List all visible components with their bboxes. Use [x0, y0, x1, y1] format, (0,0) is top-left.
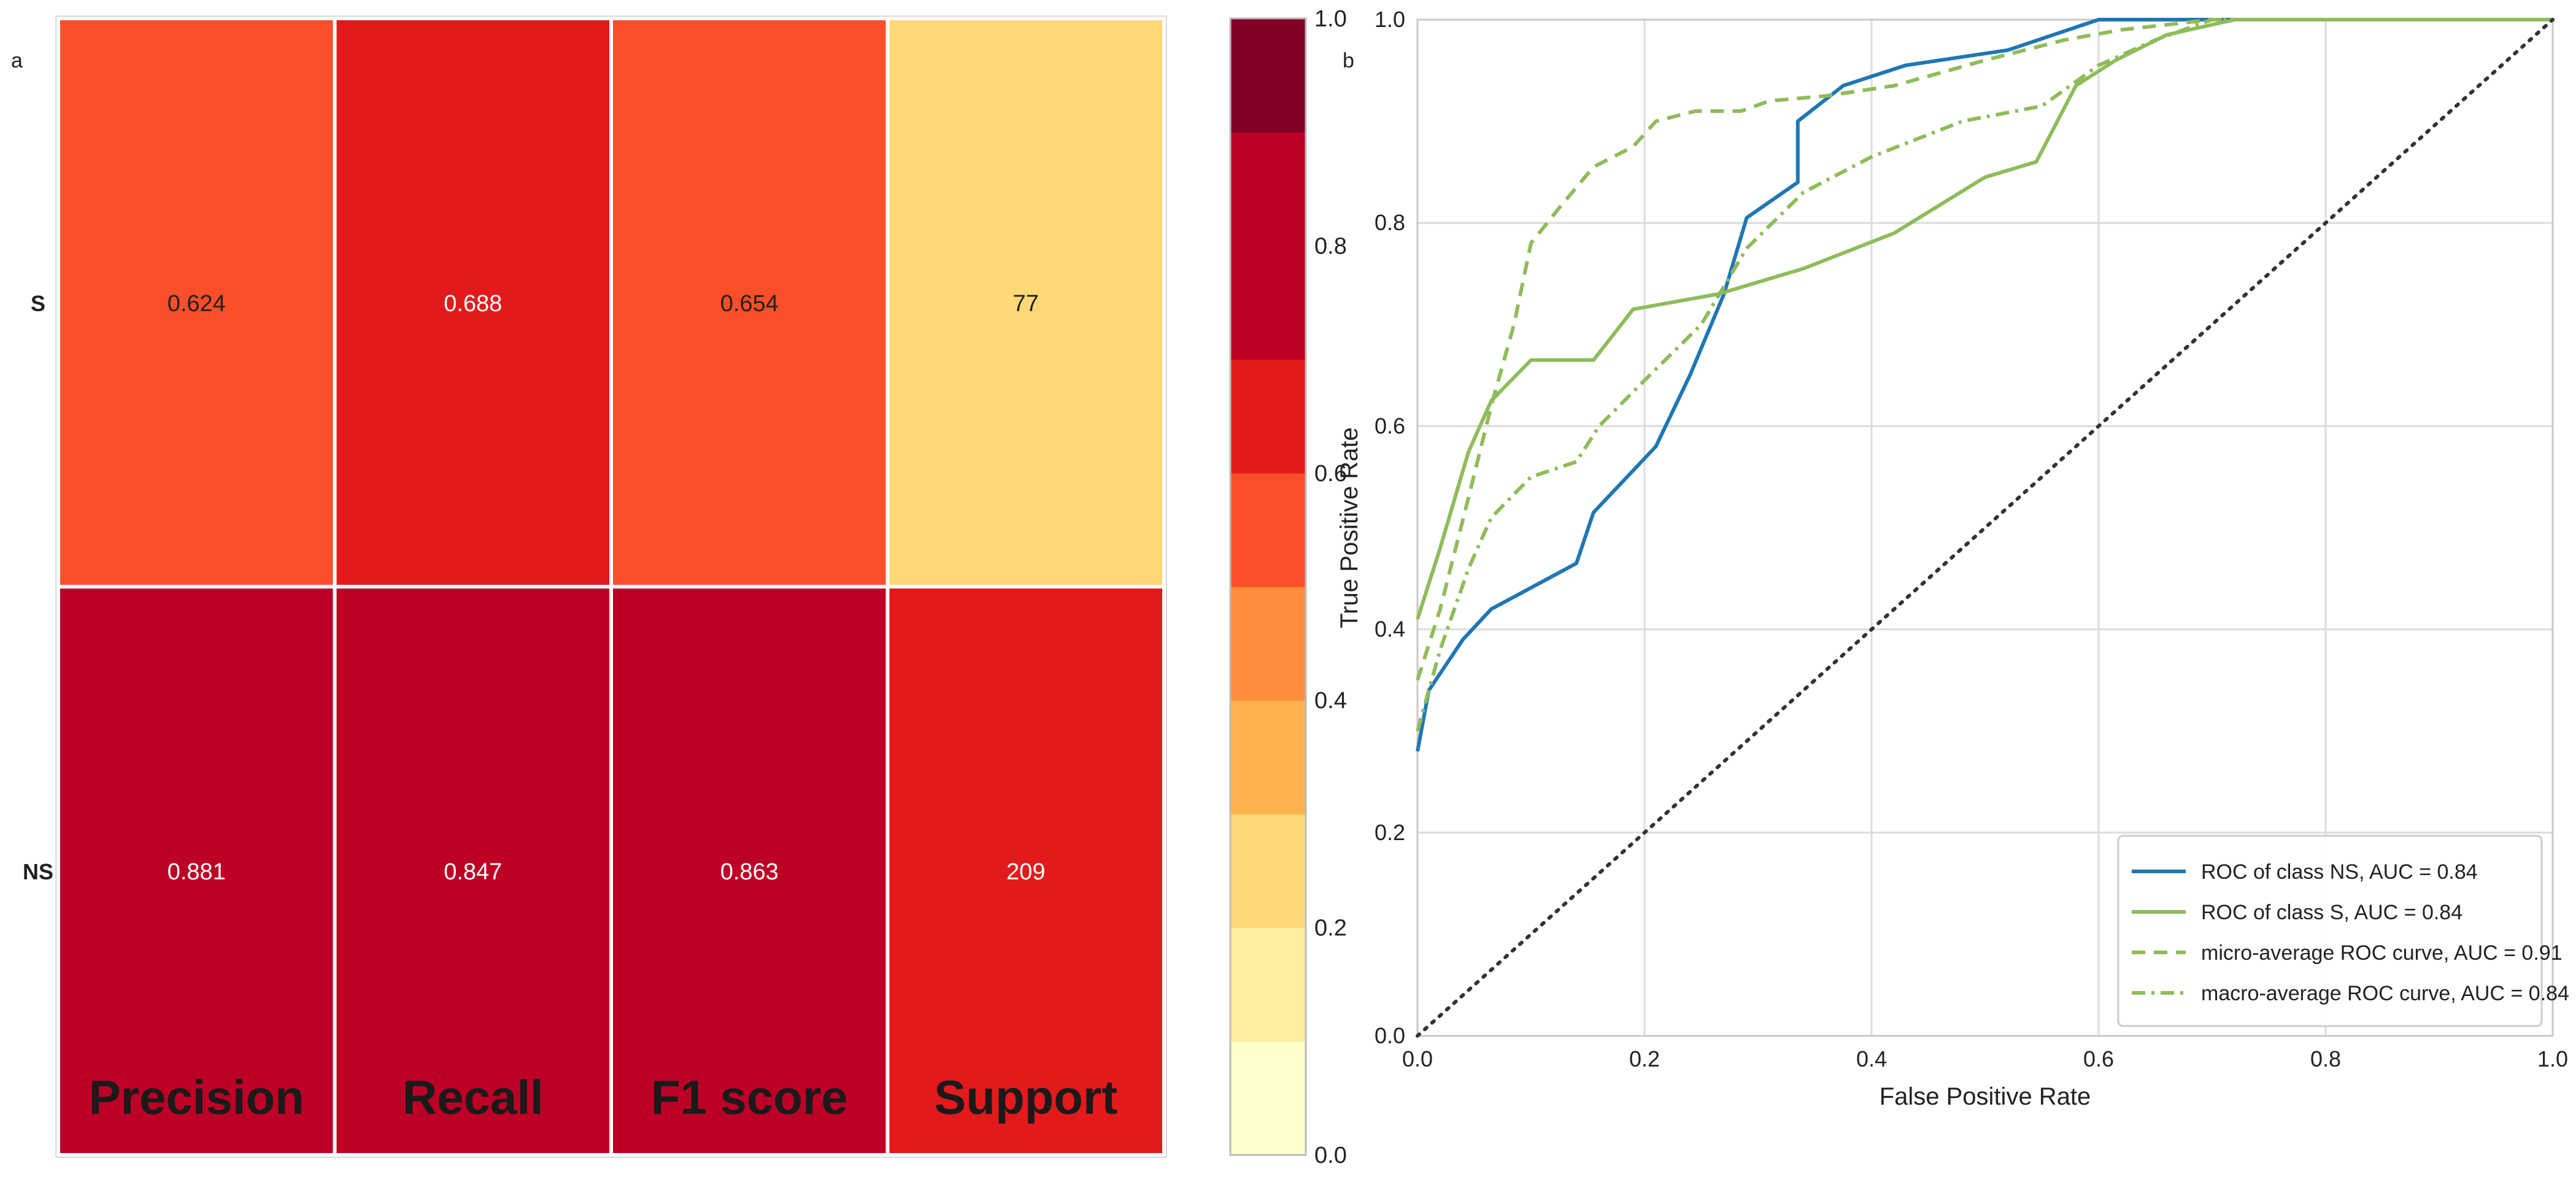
heatmap-cell-ns-f1-score — [609, 585, 890, 1157]
x-tick-label: 0.0 — [1402, 1046, 1433, 1071]
heatmap-cell-ns-precision — [56, 585, 337, 1157]
column-label-f1-score: F1 score — [651, 1070, 848, 1124]
plot-frame — [1416, 18, 2554, 1037]
heatmap-cell-ns-recall — [333, 585, 613, 1157]
heatmap-cell-s-recall — [333, 17, 613, 588]
colorbar-tick-label: 0.0 — [1314, 1143, 1347, 1168]
series-line-chance — [1416, 18, 2555, 1038]
column-label-precision: Precision — [89, 1070, 304, 1124]
legend-label-macro-average-roc-curve-auc-0-84: macro-average ROC curve, AUC = 0.84 — [2201, 982, 2569, 1005]
x-tick-label: 0.8 — [2310, 1046, 2341, 1071]
cell-value-s-support: 77 — [1013, 291, 1039, 317]
colorbar: 0.0 0.2 0.4 0.6 0.8 1.0 — [1229, 6, 1347, 1168]
cell-value-ns-f1-score: 0.863 — [720, 859, 779, 885]
column-label-support: Support — [934, 1070, 1117, 1124]
legend-label-micro-average-roc-curve-auc-0-91: micro-average ROC curve, AUC = 0.91 — [2201, 941, 2563, 965]
colorbar-bin — [1230, 927, 1306, 1042]
y-axis-label: True Positive Rate — [1336, 427, 1363, 628]
series-line-macro-average-roc-curve-auc-0-84 — [1416, 18, 2553, 732]
y-tick-label: 0.4 — [1375, 617, 1405, 642]
y-tick-label: 0.8 — [1375, 210, 1405, 235]
y-tick-label: 0.0 — [1375, 1023, 1405, 1048]
legend-label-roc-of-class-s-auc-0-84: ROC of class S, AUC = 0.84 — [2201, 901, 2462, 924]
heatmap-cell-ns-support — [885, 585, 1166, 1157]
x-tick-label: 1.0 — [2537, 1046, 2568, 1071]
panel-label-a: a — [11, 49, 23, 72]
colorbar-bin — [1230, 587, 1306, 701]
colorbar-bin — [1230, 245, 1306, 360]
colorbar-bin — [1230, 700, 1306, 814]
cell-value-ns-recall: 0.847 — [444, 859, 502, 885]
series-line-micro-average-roc-curve-auc-0-91 — [1416, 18, 2553, 681]
x-tick-label: 0.6 — [2083, 1046, 2114, 1071]
panel-label-b: b — [1343, 49, 1354, 72]
colorbar-bin — [1230, 359, 1306, 474]
legend-box — [2117, 835, 2543, 1027]
x-axis-label: False Positive Rate — [1880, 1083, 2091, 1110]
colorbar-bin — [1230, 1041, 1306, 1156]
cell-value-ns-support: 209 — [1006, 859, 1045, 885]
y-tick-label: 1.0 — [1375, 7, 1405, 32]
colorbar-bin — [1230, 814, 1306, 928]
column-label-recall: Recall — [403, 1070, 544, 1124]
colorbar-bin — [1230, 473, 1306, 587]
cell-value-s-f1-score: 0.654 — [720, 291, 779, 317]
row-label-s: S — [31, 291, 45, 316]
heatmap-cell-s-precision — [56, 17, 337, 588]
heatmap-cell-s-support — [885, 17, 1166, 588]
x-tick-label: 0.4 — [1856, 1046, 1887, 1071]
y-tick-label: 0.2 — [1375, 820, 1405, 845]
roc-chart: 0.0 0.2 0.4 0.6 0.8 1.0 0.0 0.2 0.4 0.6 0.8 1.0 Fals… — [1336, 7, 2569, 1110]
y-tick-label: 0.6 — [1375, 413, 1405, 438]
colorbar-tick-label: 0.8 — [1314, 233, 1347, 259]
colorbar-tick-label: 0.4 — [1314, 688, 1347, 714]
colorbar-tick-label: 1.0 — [1314, 6, 1347, 32]
row-label-ns: NS — [23, 859, 53, 884]
colorbar-bin — [1230, 18, 1306, 133]
cell-value-s-recall: 0.688 — [444, 291, 502, 317]
classification-heatmap: 0.624 0.688 0.654 77 S 0.881 0.847 0.863 209 NS Pr… — [23, 15, 1167, 1158]
x-tick-label: 0.2 — [1629, 1046, 1660, 1071]
cell-value-ns-precision: 0.881 — [168, 859, 226, 885]
legend-label-roc-of-class-ns-auc-0-84: ROC of class NS, AUC = 0.84 — [2201, 860, 2478, 884]
cell-value-s-precision: 0.624 — [168, 291, 226, 317]
colorbar-tick-label: 0.2 — [1314, 916, 1347, 941]
colorbar-bin — [1230, 132, 1306, 246]
colorbar-tick-label: 0.6 — [1314, 461, 1347, 487]
colorbar-frame — [1229, 17, 1307, 1156]
